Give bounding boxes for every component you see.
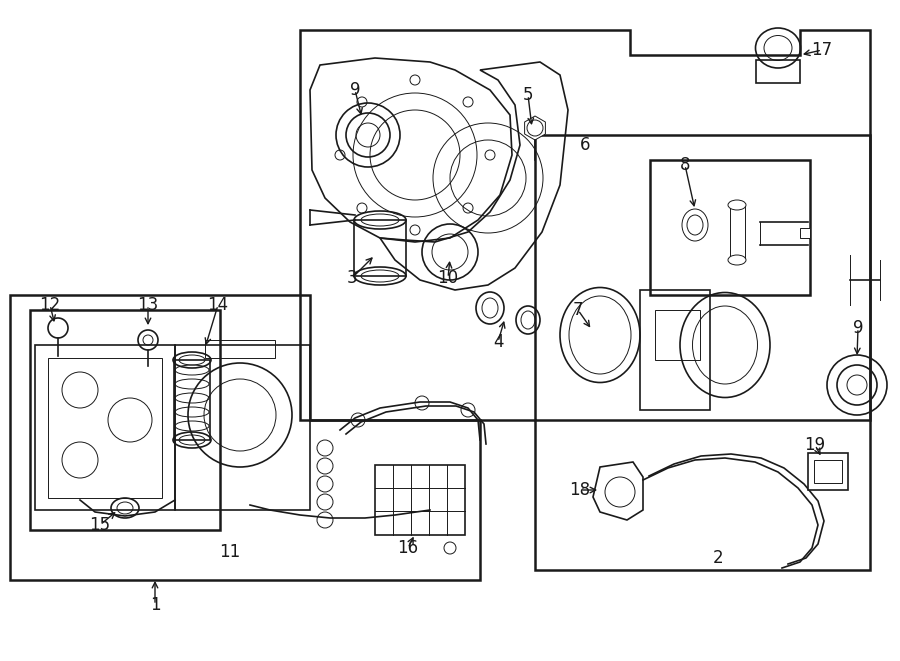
Text: 19: 19 <box>805 436 825 454</box>
Bar <box>175 345 310 510</box>
Bar <box>640 290 710 410</box>
Bar <box>354 220 406 276</box>
Bar <box>756 60 800 83</box>
Text: 3: 3 <box>346 269 357 287</box>
Bar <box>30 310 220 530</box>
Text: 7: 7 <box>572 301 583 319</box>
Text: 1: 1 <box>149 596 160 614</box>
Ellipse shape <box>527 120 543 136</box>
Text: 15: 15 <box>89 516 111 534</box>
Text: 17: 17 <box>812 41 833 59</box>
Polygon shape <box>525 116 545 140</box>
Text: 11: 11 <box>220 543 240 561</box>
Ellipse shape <box>728 200 746 210</box>
Text: 9: 9 <box>853 319 863 337</box>
Text: 8: 8 <box>680 156 690 174</box>
Text: 4: 4 <box>493 333 503 351</box>
Bar <box>35 345 175 510</box>
Text: 2: 2 <box>713 549 724 567</box>
Ellipse shape <box>728 255 746 265</box>
Bar <box>375 465 465 535</box>
Text: 13: 13 <box>138 296 158 314</box>
Bar <box>814 460 842 483</box>
Text: 18: 18 <box>570 481 590 499</box>
Bar <box>174 360 210 440</box>
Bar <box>48 358 162 498</box>
Bar <box>535 135 870 420</box>
Text: 16: 16 <box>398 539 418 557</box>
Text: 12: 12 <box>40 296 60 314</box>
Bar <box>655 310 700 360</box>
Text: 9: 9 <box>350 81 360 99</box>
Text: 14: 14 <box>207 296 229 314</box>
Bar <box>730 205 745 260</box>
Bar <box>205 340 275 358</box>
Bar <box>808 453 848 490</box>
Text: 10: 10 <box>437 269 459 287</box>
Text: 5: 5 <box>523 86 533 104</box>
Text: 6: 6 <box>580 136 590 154</box>
Bar <box>800 228 810 238</box>
Bar <box>650 160 810 295</box>
